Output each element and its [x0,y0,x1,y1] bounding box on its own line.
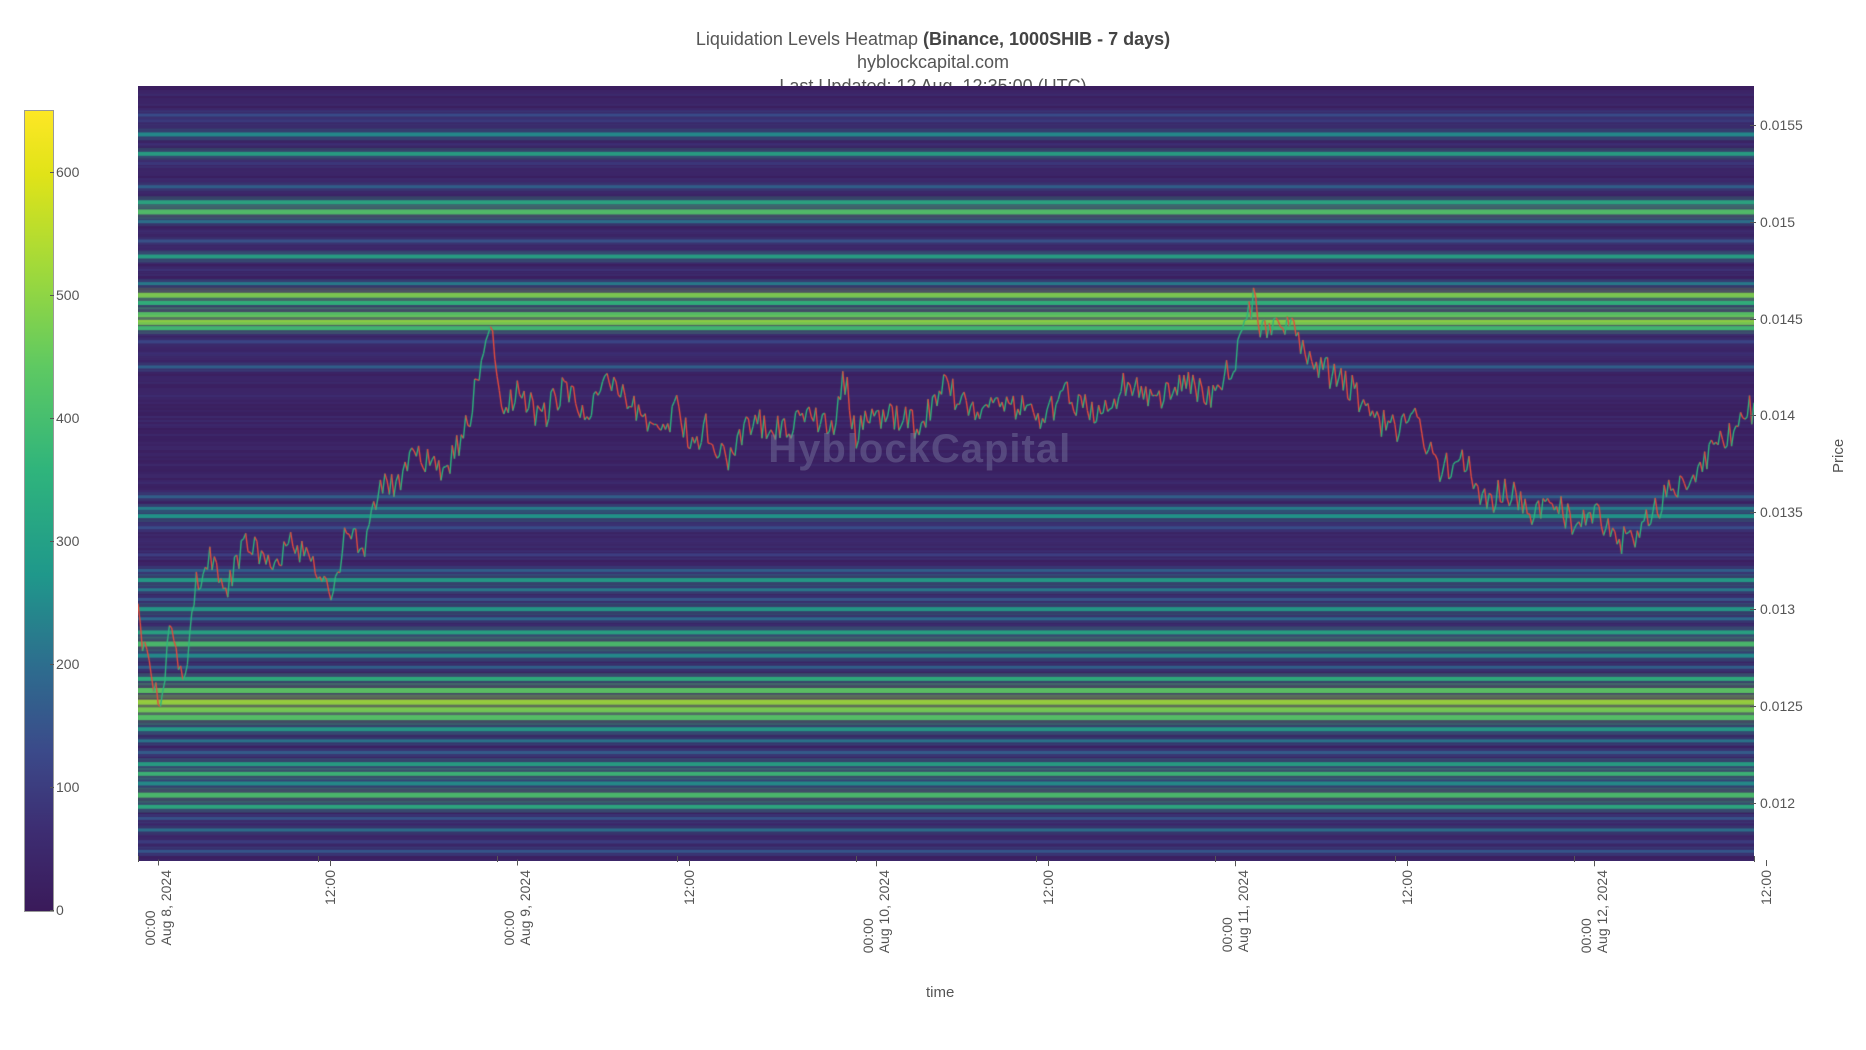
price-tick: 0.0145 [1760,311,1803,327]
colorbar-tick: 400 [56,410,79,426]
colorbar-tick: 100 [56,779,79,795]
time-tickmark [138,856,139,862]
title-source: hyblockcapital.com [857,52,1009,72]
time-axis: 00:00 Aug 8, 2024 12:00 00:00 Aug 9, 2024 1… [138,862,1754,982]
time-axis-label: time [926,984,954,1001]
colorbar-tick: 500 [56,287,79,303]
time-tick: 00:00 Aug 9, 2024 [501,870,533,946]
time-tick: 00:00 Aug 8, 2024 [142,870,174,946]
price-tick: 0.014 [1760,407,1795,423]
price-axis-label: Price [1830,439,1847,473]
time-tickmark [1754,856,1755,862]
colorbar-tick: 300 [56,533,79,549]
time-tick: 12:00 [681,870,697,905]
time-tick: 12:00 [1399,870,1415,905]
time-tick: 00:00 Aug 12, 2024 [1578,870,1610,953]
colorbar-tick: 0 [56,902,64,918]
time-tick: 00:00 Aug 10, 2024 [860,870,892,953]
title-bold: (Binance, 1000SHIB - 7 days) [923,29,1170,49]
colorbar-tick: 600 [56,164,79,180]
time-tick: 12:00 [322,870,338,905]
colorbar-ticks: 0100200300400500600 [56,110,106,910]
time-tickmark [1574,856,1575,862]
plot-area: HyblockCapital [138,86,1754,861]
price-tick: 0.0155 [1760,117,1803,133]
colorbar [24,110,54,912]
time-tickmark [1036,856,1037,862]
title-plain: Liquidation Levels Heatmap [696,29,923,49]
time-tickmark [318,856,319,862]
time-tick: 12:00 [1758,870,1774,905]
time-tickmark [1215,856,1216,862]
price-tick: 0.015 [1760,214,1795,230]
price-line-canvas [138,86,1754,861]
colorbar-tick: 200 [56,656,79,672]
time-tickmark [497,856,498,862]
price-tick: 0.012 [1760,795,1795,811]
time-tickmark [1395,856,1396,862]
time-tick: 00:00 Aug 11, 2024 [1219,870,1251,952]
time-tickmark [856,856,857,862]
price-axis: 0.012 0.0125 0.013 0.0135 0.014 0.0145 0.015 0.… [1760,86,1830,861]
time-tick: 12:00 [1040,870,1056,905]
price-tick: 0.013 [1760,601,1795,617]
time-tickmark [677,856,678,862]
price-tick: 0.0135 [1760,504,1803,520]
price-tick: 0.0125 [1760,698,1803,714]
